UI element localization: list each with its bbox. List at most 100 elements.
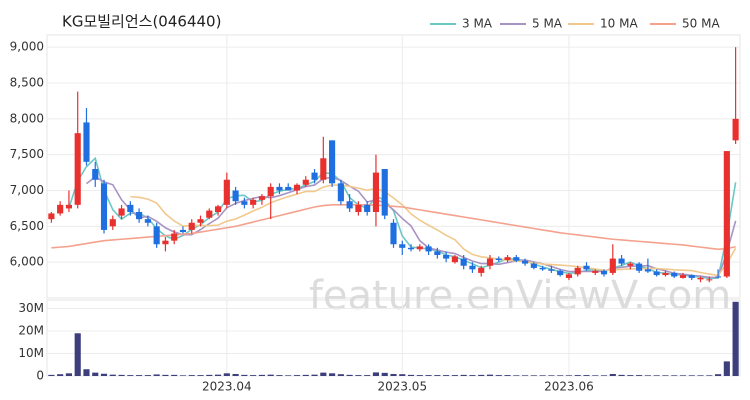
candle-body [214, 206, 222, 213]
candle-body [92, 169, 99, 180]
volume-bar [486, 374, 494, 376]
volume-bar [355, 375, 362, 376]
candle-body [381, 169, 388, 216]
volume-bar [372, 372, 380, 376]
volume-bar [329, 373, 336, 376]
volume-bar [714, 374, 722, 376]
volume-bar [346, 374, 353, 376]
candle-body [179, 229, 187, 233]
volume-bar [302, 374, 309, 376]
y-tick-label: 10M [18, 346, 44, 360]
volume-bar [92, 372, 99, 376]
volume-bar [679, 375, 687, 376]
volume-bar [390, 373, 397, 376]
volume-bar [241, 374, 248, 376]
volume-bar [706, 375, 713, 376]
candle-body [627, 263, 634, 266]
volume-bar [74, 333, 81, 376]
candle-body [706, 279, 713, 281]
candle-body [618, 258, 625, 264]
candle-body [609, 258, 616, 273]
volume-bar [653, 375, 660, 376]
volume-bar [250, 375, 257, 376]
candle-body [171, 233, 178, 241]
candle-body [592, 270, 599, 273]
chart-title: KG모빌리언스(046440) [62, 13, 221, 31]
volume-bar [609, 373, 616, 376]
candle-body [65, 204, 73, 209]
volume-bar [627, 375, 634, 376]
candle-body [57, 204, 64, 214]
volume-bar [337, 374, 344, 376]
candle-body [671, 272, 678, 277]
candle-body [644, 269, 651, 272]
volume-bar [162, 374, 169, 376]
volume-bar [100, 373, 108, 376]
volume-bar [513, 375, 520, 376]
candle-body [636, 263, 643, 271]
candle-body [530, 263, 537, 268]
volume-bar [460, 374, 467, 376]
volume-bar [311, 374, 318, 376]
volume-bar [258, 374, 265, 376]
legend-label: 10 MA [600, 17, 638, 31]
volume-bar [276, 375, 283, 376]
y-tick-label: 8,000 [10, 111, 44, 125]
candle-body [407, 247, 415, 250]
candle-body [522, 260, 529, 264]
volume-bar [434, 375, 441, 376]
volume-bar [565, 375, 573, 376]
volume-bar [232, 373, 239, 376]
volume-bar [293, 375, 301, 376]
volume-bar [171, 374, 178, 376]
candle-body [662, 272, 669, 276]
ma-line [68, 156, 737, 280]
y-tick-label: 30M [18, 301, 44, 315]
volume-bar [83, 369, 90, 376]
candle-body [732, 118, 739, 141]
candle-body [118, 208, 125, 216]
ma-line [130, 184, 737, 277]
volume-bar [197, 375, 204, 376]
volume-bar [416, 375, 423, 376]
candle-body [557, 270, 564, 276]
candle-body [302, 179, 309, 185]
volume-bar [478, 374, 485, 376]
volume-bar [557, 375, 564, 376]
candle-body [495, 258, 502, 261]
candle-body [679, 275, 687, 278]
candle-body [136, 212, 143, 220]
volume-bar [732, 301, 739, 376]
candle-body [688, 275, 695, 278]
volume-bar [688, 375, 695, 376]
candle-body [390, 222, 397, 245]
candle-body [574, 267, 581, 275]
volume-bar [583, 375, 590, 376]
candle-body [478, 267, 485, 273]
volume-bar [662, 375, 669, 376]
volume-bar [179, 375, 187, 376]
y-tick-label: 6,500 [10, 219, 44, 233]
volume-bar [671, 375, 678, 376]
volume-bar [592, 375, 599, 376]
candle-body [223, 179, 230, 205]
volume-bar [136, 375, 143, 376]
candle-body [451, 256, 458, 263]
volume-bar [574, 375, 581, 376]
candle-body [258, 196, 265, 200]
candle-body [329, 140, 336, 184]
candle-body [232, 190, 239, 202]
candle-body [372, 172, 380, 213]
volume-bar [320, 372, 327, 376]
candle-body [285, 186, 292, 191]
y-tick-label: 20M [18, 324, 44, 338]
volume-bar [267, 374, 274, 376]
ma-line [51, 204, 736, 251]
legend-label: 50 MA [682, 17, 720, 31]
volume-bar [118, 374, 125, 376]
volume-bar [522, 375, 529, 376]
candle-body [83, 122, 90, 162]
candle-body [548, 269, 555, 271]
